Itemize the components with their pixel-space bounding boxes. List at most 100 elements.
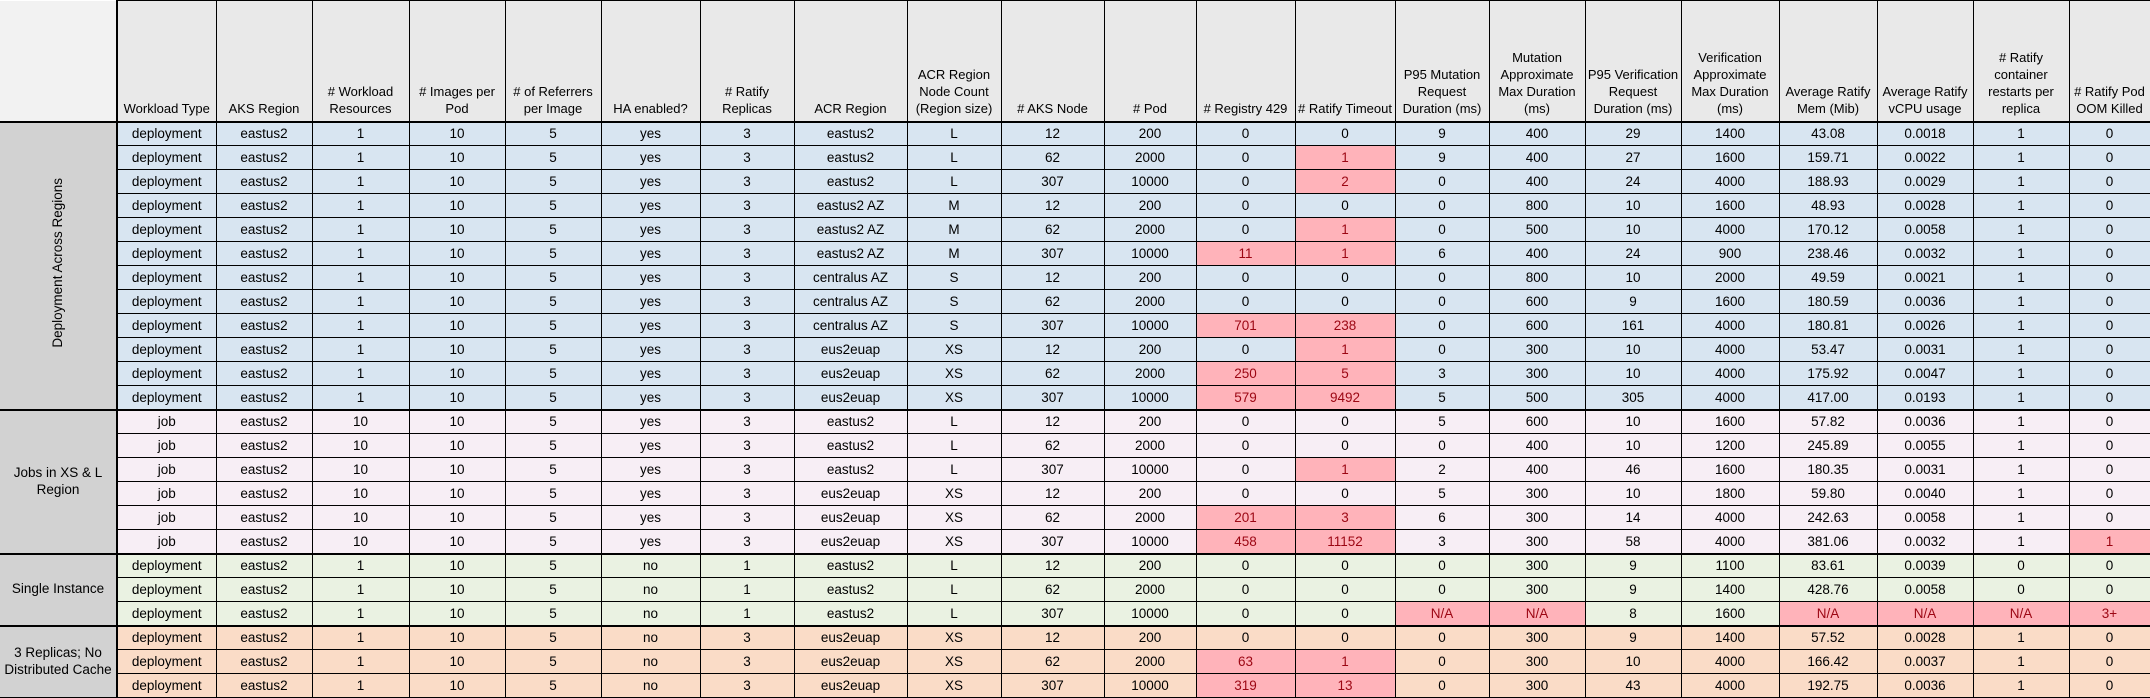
cell[interactable]: 180.81 bbox=[1778, 313, 1878, 338]
cell[interactable]: 10 bbox=[1584, 193, 1682, 218]
cell[interactable]: 6 bbox=[1394, 241, 1490, 266]
cell[interactable]: 10 bbox=[408, 673, 506, 698]
cell[interactable]: 2000 bbox=[1103, 577, 1197, 602]
cell[interactable]: eastus2 bbox=[215, 481, 313, 506]
cell[interactable]: deployment bbox=[116, 120, 217, 146]
cell[interactable]: 1 bbox=[311, 145, 410, 170]
cell[interactable]: 417.00 bbox=[1778, 385, 1878, 410]
cell[interactable]: 0 bbox=[1294, 289, 1396, 314]
cell[interactable]: 62 bbox=[1000, 433, 1105, 458]
cell[interactable]: 9492 bbox=[1294, 385, 1396, 410]
cell[interactable]: S bbox=[906, 289, 1002, 314]
cell[interactable]: 5 bbox=[504, 361, 602, 386]
cell[interactable]: M bbox=[906, 193, 1002, 218]
cell[interactable]: 0.0058 bbox=[1876, 505, 1974, 530]
cell[interactable]: 1 bbox=[311, 120, 410, 146]
cell[interactable]: 10 bbox=[1584, 481, 1682, 506]
cell[interactable]: 200 bbox=[1103, 481, 1197, 506]
cell[interactable]: 1 bbox=[311, 217, 410, 242]
cell[interactable]: 0.0039 bbox=[1876, 552, 1974, 578]
cell[interactable]: 63 bbox=[1195, 649, 1296, 674]
cell[interactable]: 10 bbox=[408, 337, 506, 362]
cell[interactable]: 0 bbox=[2068, 361, 2150, 386]
cell[interactable]: 10 bbox=[1584, 433, 1682, 458]
column-header[interactable]: # Registry 429 bbox=[1195, 0, 1296, 122]
cell[interactable]: 10 bbox=[311, 529, 410, 554]
cell[interactable]: eastus2 bbox=[215, 361, 313, 386]
cell[interactable]: 5 bbox=[504, 145, 602, 170]
cell[interactable]: 1 bbox=[1294, 457, 1396, 482]
cell[interactable]: yes bbox=[600, 481, 701, 506]
cell[interactable]: eastus2 bbox=[793, 601, 908, 626]
cell[interactable]: 0.0058 bbox=[1876, 577, 1974, 602]
cell[interactable]: 3 bbox=[699, 289, 795, 314]
column-header[interactable]: Verification Approximate Max Duration (m… bbox=[1680, 0, 1780, 122]
cell[interactable]: 43 bbox=[1584, 673, 1682, 698]
cell[interactable]: eastus2 bbox=[215, 241, 313, 266]
cell[interactable]: eastus2 bbox=[215, 552, 313, 578]
cell[interactable]: 1800 bbox=[1680, 481, 1780, 506]
cell[interactable]: 1 bbox=[1972, 433, 2070, 458]
cell[interactable]: 0 bbox=[2068, 217, 2150, 242]
cell[interactable]: 3 bbox=[699, 529, 795, 554]
cell[interactable]: 0 bbox=[2068, 624, 2150, 650]
cell[interactable]: 305 bbox=[1584, 385, 1682, 410]
cell[interactable]: 3 bbox=[1394, 361, 1490, 386]
cell[interactable]: 5 bbox=[504, 481, 602, 506]
cell[interactable]: 400 bbox=[1488, 241, 1586, 266]
cell[interactable]: 1 bbox=[311, 169, 410, 194]
cell[interactable]: 5 bbox=[504, 313, 602, 338]
cell[interactable]: 0 bbox=[1195, 337, 1296, 362]
cell[interactable]: 0.0031 bbox=[1876, 337, 1974, 362]
cell[interactable]: eastus2 bbox=[215, 145, 313, 170]
cell[interactable]: no bbox=[600, 624, 701, 650]
cell[interactable]: 10 bbox=[408, 624, 506, 650]
cell[interactable]: 0.0032 bbox=[1876, 529, 1974, 554]
cell[interactable]: 10 bbox=[408, 361, 506, 386]
cell[interactable]: 5 bbox=[504, 193, 602, 218]
cell[interactable]: 1 bbox=[1972, 624, 2070, 650]
cell[interactable]: 319 bbox=[1195, 673, 1296, 698]
cell[interactable]: 192.75 bbox=[1778, 673, 1878, 698]
cell[interactable]: 5 bbox=[504, 577, 602, 602]
cell[interactable]: 166.42 bbox=[1778, 649, 1878, 674]
cell[interactable]: 10 bbox=[408, 289, 506, 314]
cell[interactable]: no bbox=[600, 649, 701, 674]
cell[interactable]: 5 bbox=[504, 673, 602, 698]
group-label[interactable]: 3 Replicas; No Distributed Cache bbox=[0, 624, 118, 698]
cell[interactable]: job bbox=[116, 481, 217, 506]
cell[interactable]: 1600 bbox=[1680, 289, 1780, 314]
cell[interactable]: 307 bbox=[1000, 169, 1105, 194]
cell[interactable]: 5 bbox=[504, 217, 602, 242]
cell[interactable]: eastus2 bbox=[793, 145, 908, 170]
cell[interactable]: 1 bbox=[311, 649, 410, 674]
cell[interactable]: 2000 bbox=[1103, 145, 1197, 170]
cell[interactable]: deployment bbox=[116, 337, 217, 362]
cell[interactable]: eastus2 bbox=[215, 408, 313, 434]
cell[interactable]: 0 bbox=[1394, 265, 1490, 290]
cell[interactable]: 3 bbox=[699, 337, 795, 362]
cell[interactable]: 49.59 bbox=[1778, 265, 1878, 290]
cell[interactable]: 4000 bbox=[1680, 385, 1780, 410]
cell[interactable]: 1600 bbox=[1680, 601, 1780, 626]
cell[interactable]: 307 bbox=[1000, 313, 1105, 338]
cell[interactable]: 4000 bbox=[1680, 169, 1780, 194]
cell[interactable]: eastus2 bbox=[215, 193, 313, 218]
cell[interactable]: deployment bbox=[116, 313, 217, 338]
cell[interactable]: 0.0028 bbox=[1876, 193, 1974, 218]
cell[interactable]: 307 bbox=[1000, 241, 1105, 266]
cell[interactable]: 1 bbox=[311, 265, 410, 290]
cell[interactable]: 238.46 bbox=[1778, 241, 1878, 266]
cell[interactable]: 5 bbox=[504, 505, 602, 530]
cell[interactable]: M bbox=[906, 217, 1002, 242]
cell[interactable]: 3 bbox=[699, 145, 795, 170]
cell[interactable]: 1600 bbox=[1680, 193, 1780, 218]
cell[interactable]: 10 bbox=[408, 313, 506, 338]
cell[interactable]: 4000 bbox=[1680, 361, 1780, 386]
cell[interactable]: S bbox=[906, 313, 1002, 338]
cell[interactable]: 188.93 bbox=[1778, 169, 1878, 194]
cell[interactable]: N/A bbox=[1778, 601, 1878, 626]
cell[interactable]: 9 bbox=[1584, 577, 1682, 602]
cell[interactable]: XS bbox=[906, 624, 1002, 650]
group-label[interactable]: Jobs in XS & L Region bbox=[0, 408, 118, 554]
